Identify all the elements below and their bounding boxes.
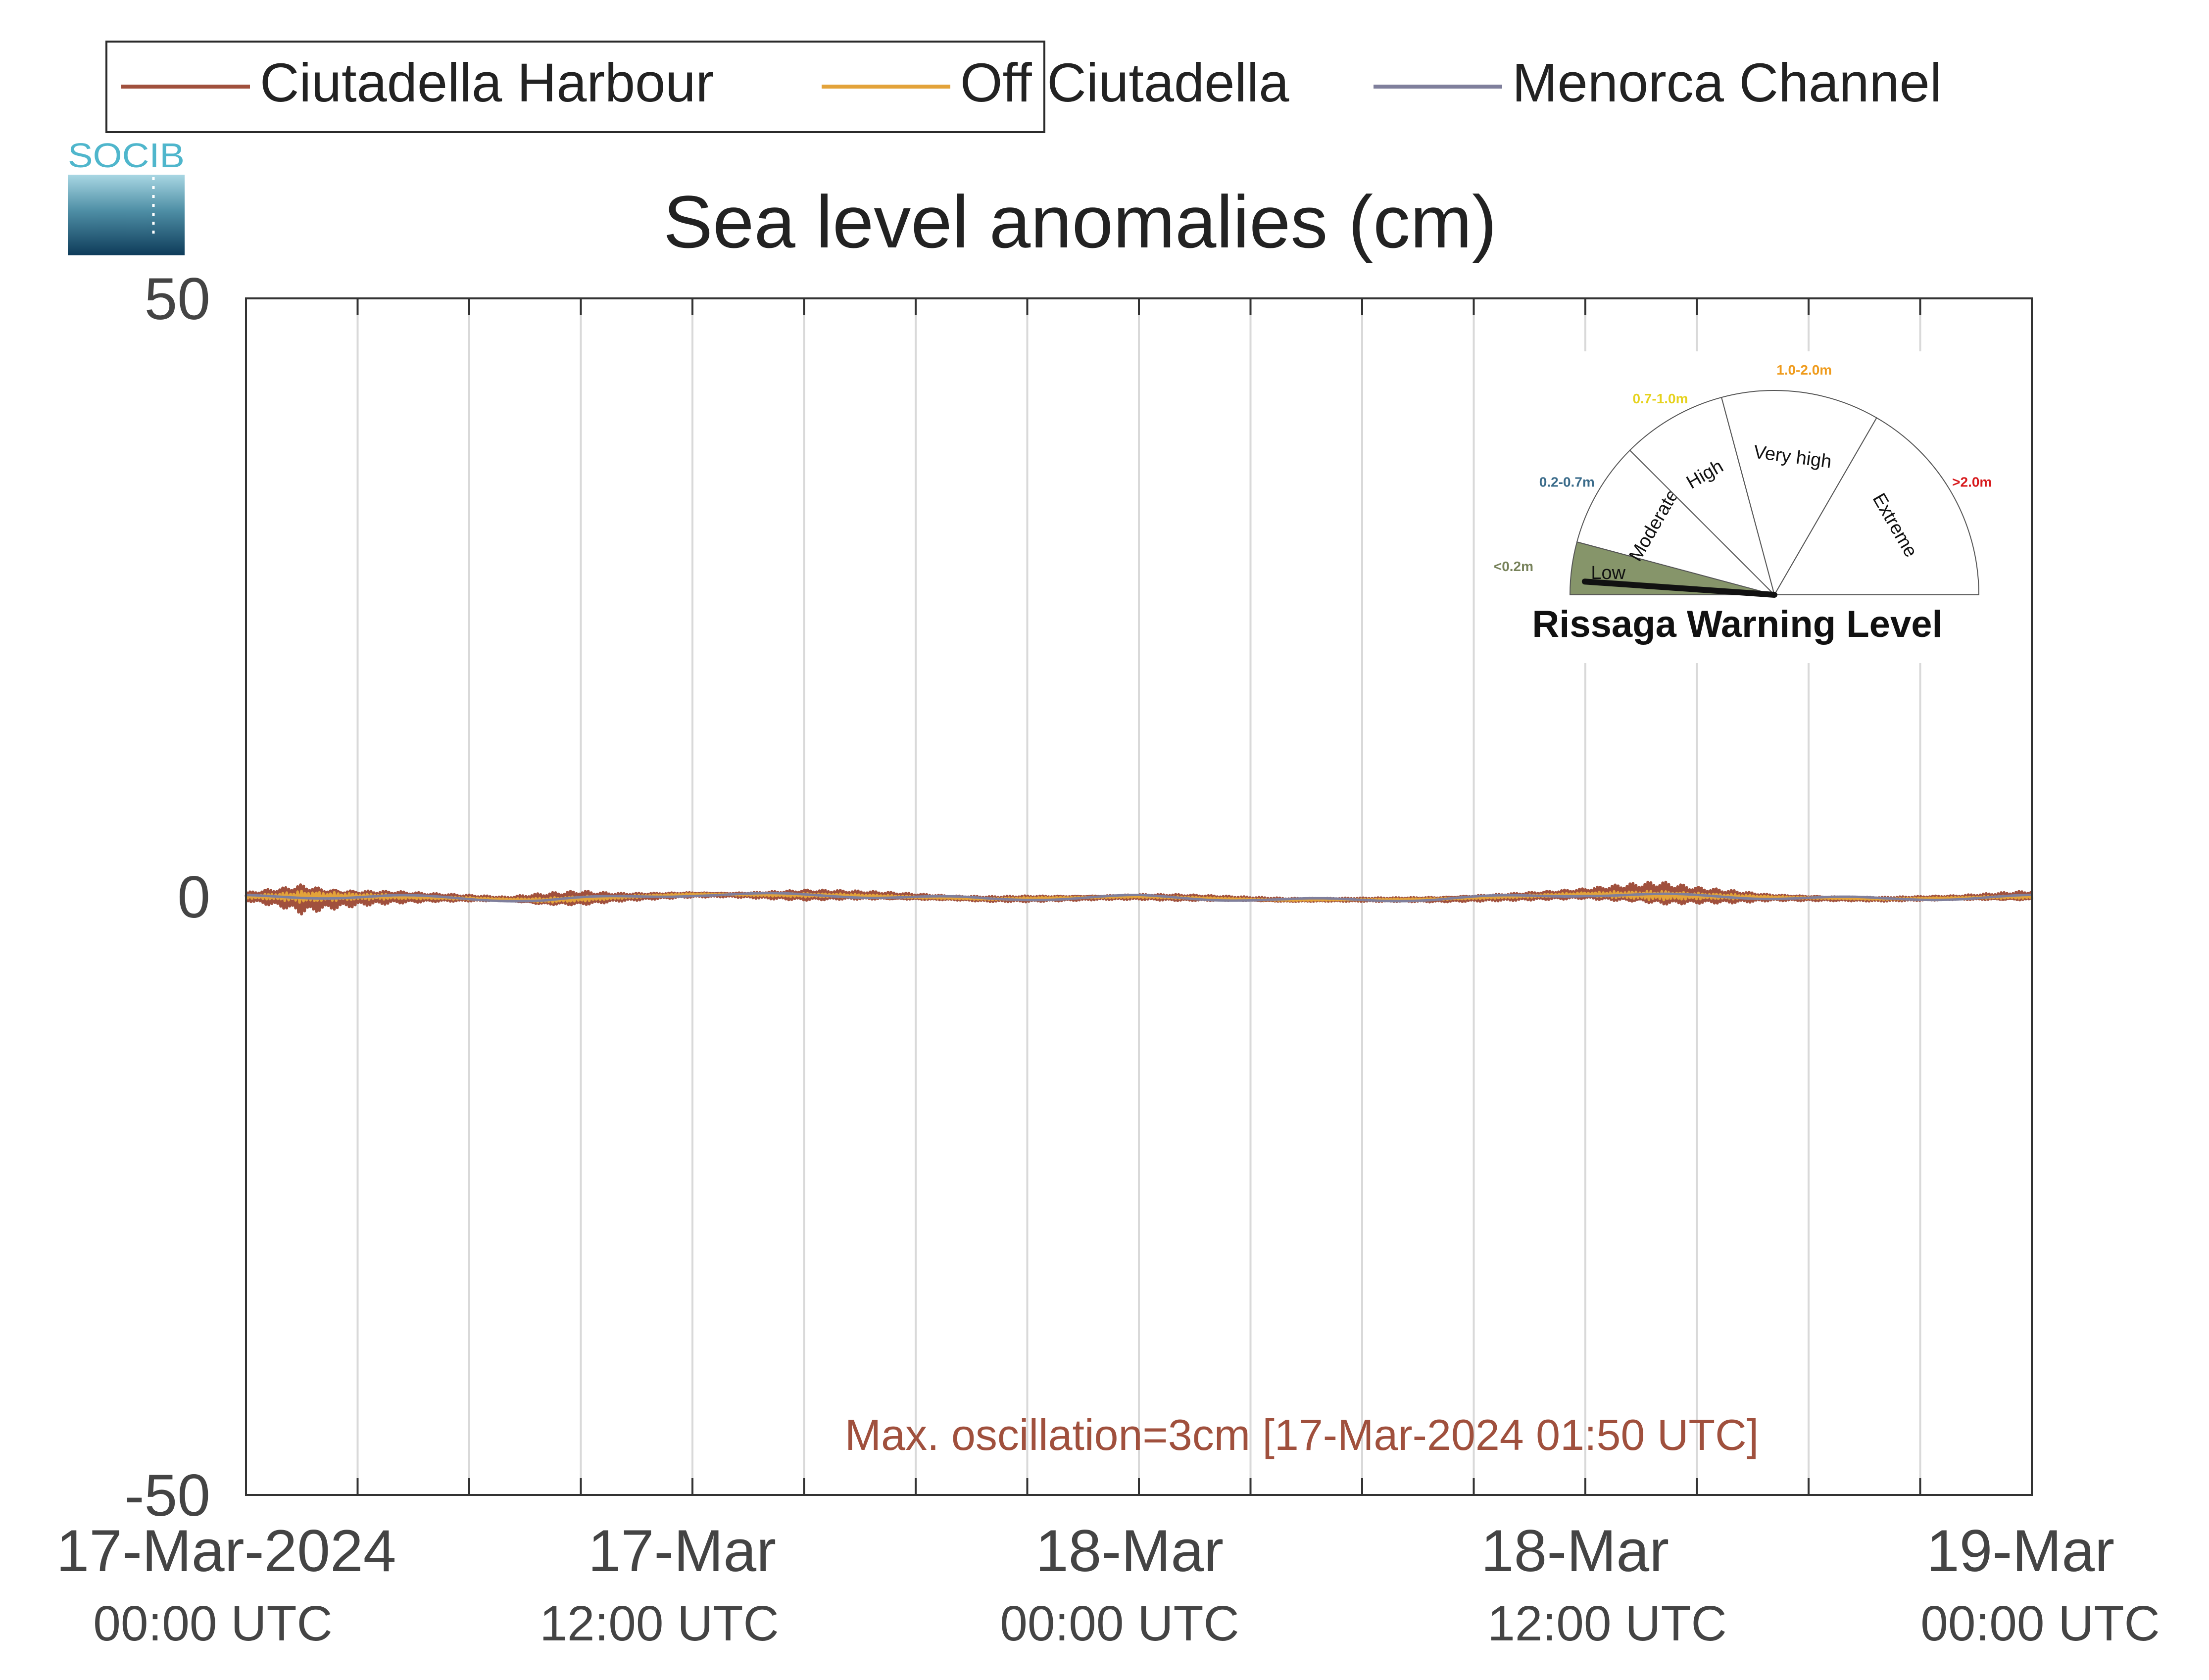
max-oscillation-annotation: Max. oscillation=3cm [17-Mar-2024 01:50 … [845, 1410, 1759, 1459]
x-tick-label-date: 18-Mar [1035, 1518, 1224, 1584]
legend-item: Ciutadella Harbour [121, 52, 714, 113]
x-tick-label-date: 18-Mar [1481, 1518, 1669, 1584]
gauge-needle [1581, 578, 1777, 598]
legend-label: Menorca Channel [1512, 52, 1942, 113]
socib-logo: SOCIB [68, 136, 185, 255]
x-tick-label-date: 19-Mar [1926, 1518, 2114, 1584]
gauge-range-label: 0.7-1.0m [1632, 391, 1688, 406]
x-tick-label-date: 17-Mar-2024 [56, 1518, 396, 1584]
gauge-range-label: >2.0m [1952, 475, 1992, 490]
chart-title: Sea level anomalies (cm) [663, 180, 1497, 263]
inset-title: Rissaga Warning Level [1532, 603, 1942, 645]
plot-area: 50 0 -50 17-Mar-2024 00:00 UTC 17-Mar 12:00 U… [56, 266, 2160, 1651]
x-tick-label-time: 12:00 UTC [1487, 1596, 1727, 1651]
gauge-segment [1629, 396, 1775, 597]
x-tick-label-time: 00:00 UTC [1920, 1596, 2160, 1651]
logo-mark [68, 175, 185, 255]
gauge-segment [1720, 390, 1877, 596]
series-line-menorca-channel [245, 892, 2032, 903]
legend-label: Off Ciutadella [960, 52, 1289, 113]
logo-text: SOCIB [68, 136, 185, 175]
y-tick-label: -50 [125, 1462, 210, 1529]
gauge-segment [1773, 417, 1980, 595]
y-tick-label: 0 [177, 864, 210, 930]
x-tick-label-date: 17-Mar [588, 1518, 776, 1584]
gauge-range-label: <0.2m [1494, 559, 1533, 574]
x-tick-label-time: 12:00 UTC [540, 1596, 779, 1651]
legend-item: Menorca Channel [1374, 52, 1942, 113]
gauge-segment [1576, 449, 1776, 596]
legend: Ciutadella Harbour Off Ciutadella Menorca … [105, 41, 1942, 133]
series-line-ciutadella-harbour [245, 880, 2033, 915]
x-tick-label-time: 00:00 UTC [1000, 1596, 1239, 1651]
y-tick-label: 50 [145, 266, 210, 332]
x-tick-label-time: 00:00 UTC [93, 1596, 333, 1651]
gauge-range-label: 0.2-0.7m [1539, 475, 1595, 490]
legend-label: Ciutadella Harbour [260, 52, 714, 113]
legend-item: Off Ciutadella [822, 52, 1289, 113]
gauge-range-label: 1.0-2.0m [1776, 362, 1832, 378]
